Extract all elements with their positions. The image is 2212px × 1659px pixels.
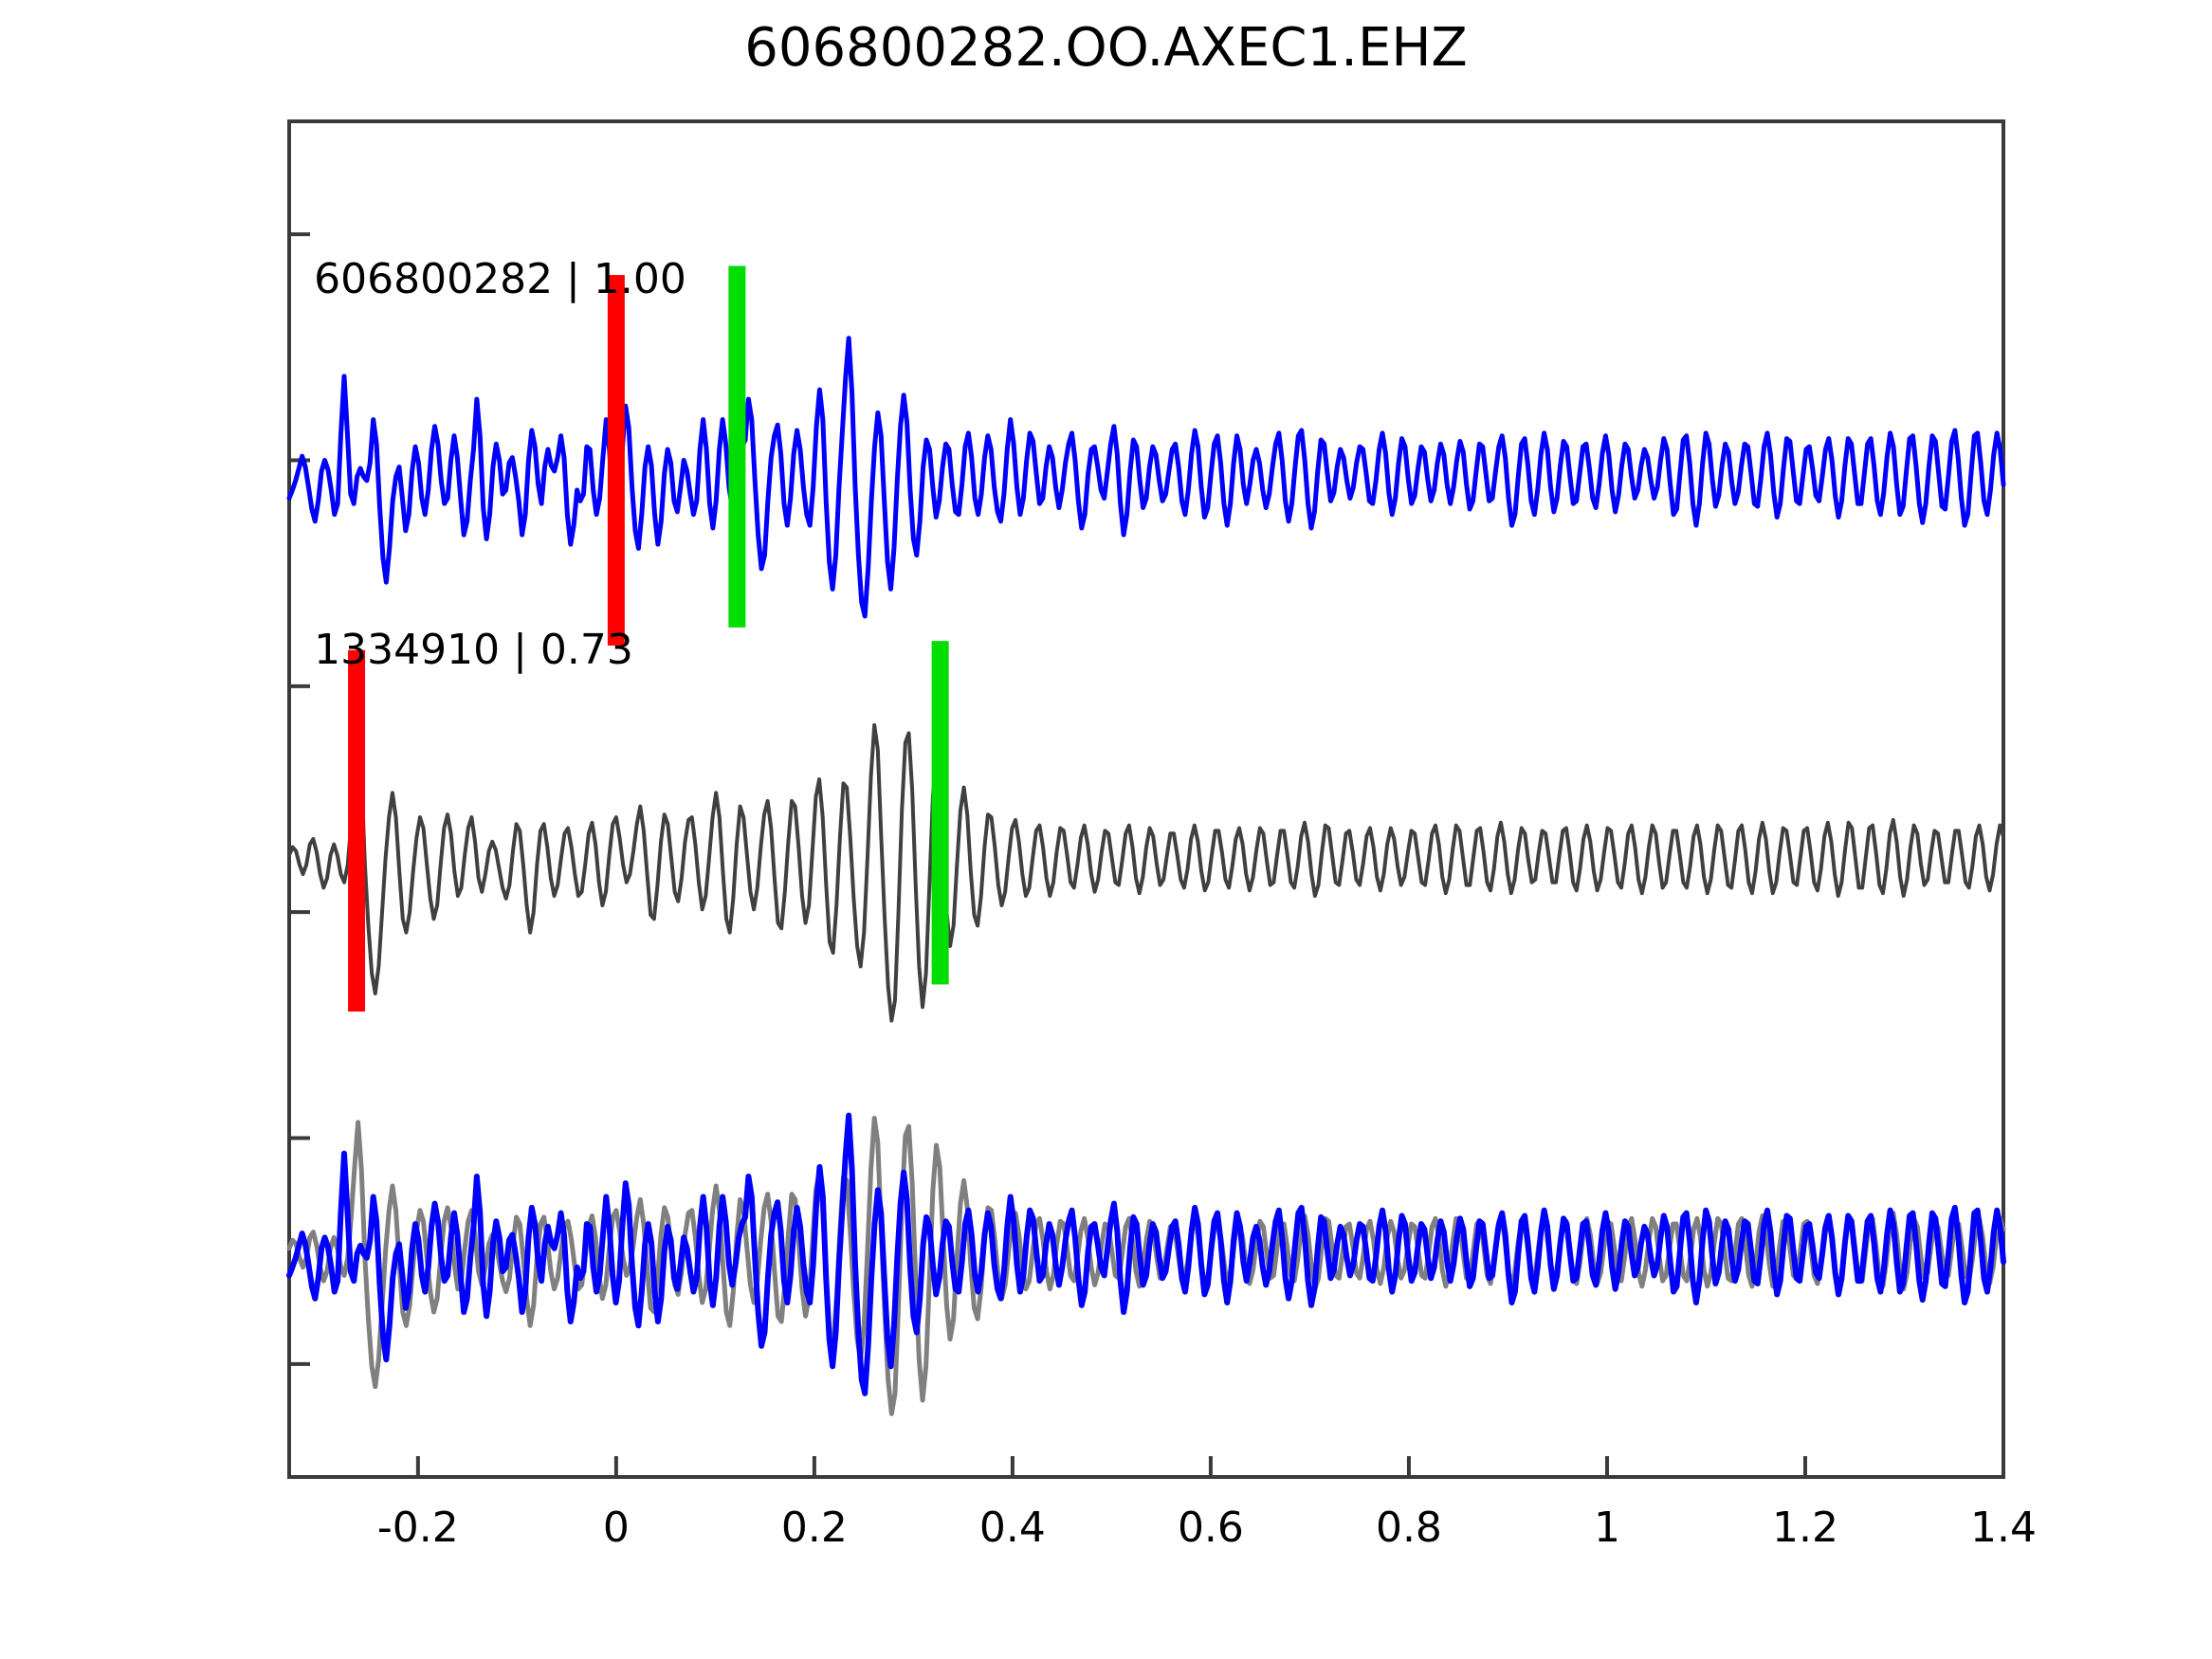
x-axis: -0.2 0 0.2 0.4 0.6 0.8 1 1.2 1.4 <box>377 1456 2037 1552</box>
y-axis <box>289 232 310 1366</box>
x-tick-label: 1.4 <box>1970 1504 2037 1552</box>
overlay-template-trace <box>286 1112 2006 1396</box>
x-tick-label: 0.4 <box>979 1504 1046 1552</box>
template-p-pick-marker[interactable] <box>607 275 625 646</box>
detection-trace <box>287 722 2005 1023</box>
x-tick-label: 1 <box>1594 1504 1620 1552</box>
detection-p-pick-marker[interactable] <box>348 649 366 1012</box>
template-trace <box>286 336 2006 619</box>
x-tick-label: -0.2 <box>377 1504 459 1552</box>
x-tick-label: 0.8 <box>1376 1504 1442 1552</box>
template-s-pick-marker[interactable] <box>728 265 746 628</box>
plot-frame <box>287 119 2005 1479</box>
detection-annotation-label: 1334910 | 0.73 <box>314 626 633 674</box>
x-tick-label: 0 <box>603 1504 630 1552</box>
template-annotation-label: 606800282 | 1.00 <box>314 255 686 303</box>
x-tick-label: 1.2 <box>1772 1504 1838 1552</box>
x-tick-label: 0.6 <box>1178 1504 1244 1552</box>
page-title: 606800282.OO.AXEC1.EHZ <box>744 17 1468 79</box>
detection-s-pick-marker[interactable] <box>931 641 949 985</box>
x-tick-label: 0.2 <box>781 1504 848 1552</box>
